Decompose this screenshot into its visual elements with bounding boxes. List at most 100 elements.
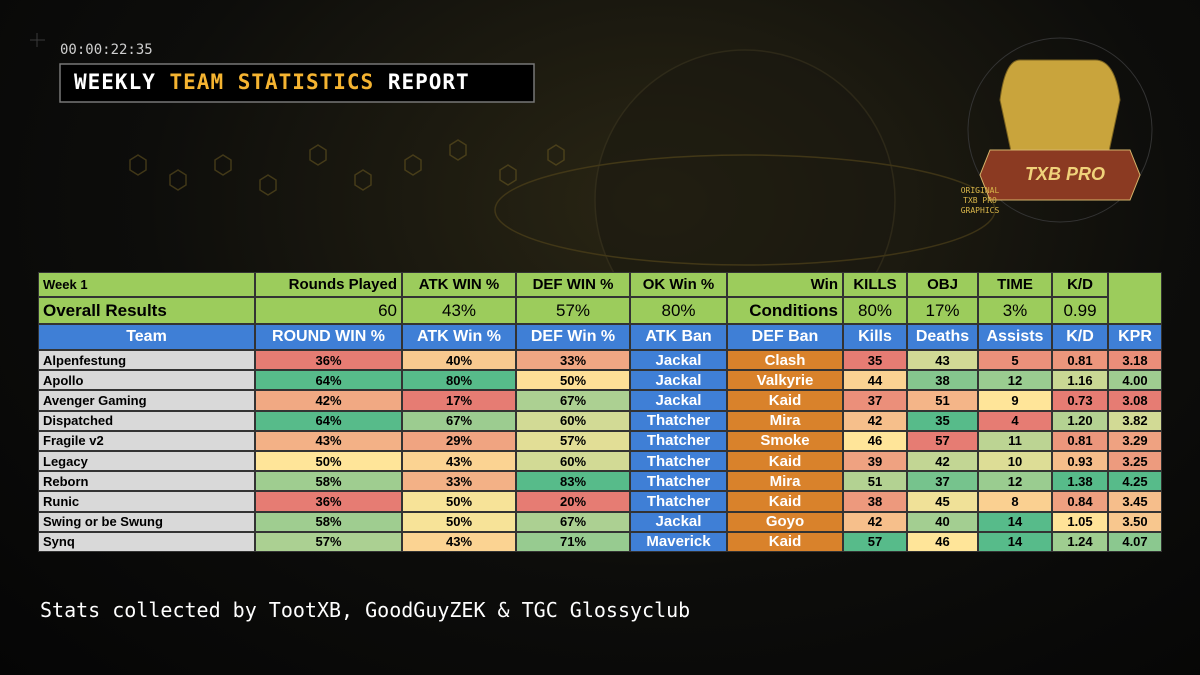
stat-cell: 36% [255, 491, 402, 512]
stat-cell: 8 [978, 491, 1052, 512]
stat-cell: 1.20 [1052, 410, 1108, 431]
stat-cell: 5 [978, 350, 1052, 371]
stat-cell: 12 [978, 370, 1052, 391]
stat-cell: 1.24 [1052, 531, 1108, 552]
stat-cell: Thatcher [630, 471, 727, 492]
stat-cell: Kaid [727, 531, 843, 552]
stat-cell: 11 [978, 430, 1052, 451]
summary-cell: Overall Results [38, 297, 255, 324]
summary-cell: DEF WIN % [516, 272, 630, 297]
stat-cell: 39 [843, 451, 907, 472]
stat-cell: 58% [255, 511, 402, 532]
stat-cell: Smoke [727, 430, 843, 451]
summary-cell: 80% [630, 297, 727, 324]
report-title: WEEKLY TEAM STATISTICS REPORT [74, 70, 470, 94]
summary-cell: OBJ [907, 272, 978, 297]
stat-cell: 60% [516, 451, 630, 472]
stat-cell: 42% [255, 390, 402, 411]
stat-cell: 64% [255, 370, 402, 391]
team-name: Reborn [38, 471, 255, 492]
stat-cell: 57% [516, 430, 630, 451]
stat-cell: 29% [402, 430, 516, 451]
stat-cell: 43% [402, 531, 516, 552]
stat-cell: Kaid [727, 491, 843, 512]
summary-cell: K/D [1052, 272, 1108, 297]
caption-line: TXB PRO [963, 196, 997, 205]
stat-cell: Thatcher [630, 410, 727, 431]
stat-cell: 3.45 [1108, 491, 1162, 512]
summary-cell: 57% [516, 297, 630, 324]
column-header: ROUND WIN % [255, 324, 402, 350]
stat-cell: 3.50 [1108, 511, 1162, 532]
stat-cell: 60% [516, 410, 630, 431]
stat-cell: 43% [402, 451, 516, 472]
stat-cell: Jackal [630, 390, 727, 411]
stat-cell: 1.16 [1052, 370, 1108, 391]
stat-cell: 1.05 [1052, 511, 1108, 532]
stat-cell: 50% [402, 511, 516, 532]
stat-cell: 0.73 [1052, 390, 1108, 411]
stat-cell: 40% [402, 350, 516, 371]
team-name: Dispatched [38, 410, 255, 431]
stat-cell: 3.29 [1108, 430, 1162, 451]
stat-cell: Thatcher [630, 430, 727, 451]
stat-cell: 51 [907, 390, 978, 411]
stat-cell: 35 [843, 350, 907, 371]
column-header: ATK Ban [630, 324, 727, 350]
stat-cell: 50% [402, 491, 516, 512]
stat-cell: 42 [843, 511, 907, 532]
team-name: Synq [38, 531, 255, 552]
stat-cell: 38 [907, 370, 978, 391]
column-header: K/D [1052, 324, 1108, 350]
summary-cell: KILLS [843, 272, 907, 297]
stat-cell: 33% [516, 350, 630, 371]
summary-cell: 60 [255, 297, 402, 324]
stat-cell: 71% [516, 531, 630, 552]
stat-cell: 37 [907, 471, 978, 492]
stat-cell: 35 [907, 410, 978, 431]
summary-cell: TIME [978, 272, 1052, 297]
column-header: DEF Ban [727, 324, 843, 350]
stat-cell: 58% [255, 471, 402, 492]
stat-cell: 42 [907, 451, 978, 472]
title-text: WEEKLY [74, 70, 156, 94]
stat-cell: 80% [402, 370, 516, 391]
stat-cell: 3.08 [1108, 390, 1162, 411]
summary-cell: 80% [843, 297, 907, 324]
stat-cell: 64% [255, 410, 402, 431]
logo-cell [1108, 272, 1162, 324]
stat-cell: 0.81 [1052, 350, 1108, 371]
stat-cell: 50% [516, 370, 630, 391]
team-name: Legacy [38, 451, 255, 472]
stat-cell: 43 [907, 350, 978, 371]
stat-cell: 51 [843, 471, 907, 492]
logo-badge: TXB PRO [1024, 164, 1105, 184]
stat-cell: 67% [402, 410, 516, 431]
summary-cell: ATK WIN % [402, 272, 516, 297]
summary-cell: Rounds Played [255, 272, 402, 297]
stat-cell: 3.25 [1108, 451, 1162, 472]
stat-cell: 38 [843, 491, 907, 512]
title-highlight: TEAM STATISTICS [169, 70, 375, 94]
team-name: Apollo [38, 370, 255, 391]
stat-cell: Valkyrie [727, 370, 843, 391]
team-name: Swing or be Swung [38, 511, 255, 532]
column-header: Assists [978, 324, 1052, 350]
stat-cell: Thatcher [630, 451, 727, 472]
stat-cell: 10 [978, 451, 1052, 472]
stat-cell: 57 [907, 430, 978, 451]
stat-cell: 0.81 [1052, 430, 1108, 451]
stat-cell: 20% [516, 491, 630, 512]
footer-credit: Stats collected by TootXB, GoodGuyZEK & … [40, 598, 691, 622]
column-header: ATK Win % [402, 324, 516, 350]
stat-cell: Kaid [727, 451, 843, 472]
stat-cell: 42 [843, 410, 907, 431]
summary-cell: 43% [402, 297, 516, 324]
stat-cell: Jackal [630, 370, 727, 391]
column-header: DEF Win % [516, 324, 630, 350]
stat-cell: Kaid [727, 390, 843, 411]
stat-cell: 4.25 [1108, 471, 1162, 492]
stat-cell: 50% [255, 451, 402, 472]
